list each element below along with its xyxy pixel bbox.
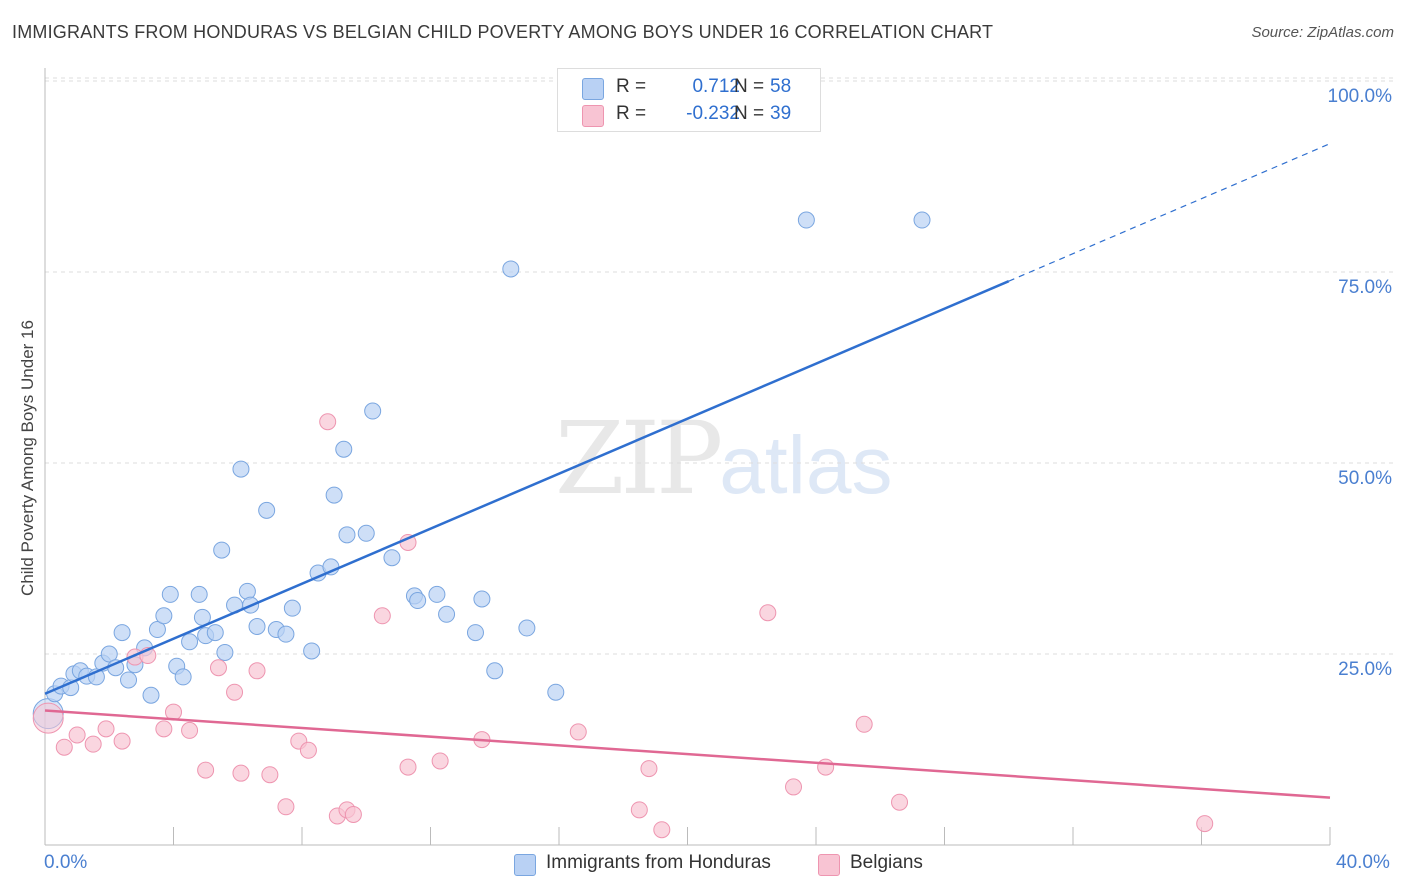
point-honduras [797, 211, 815, 229]
point-honduras [142, 686, 160, 704]
legend-label-belgians: Belgians [850, 852, 923, 873]
point-honduras [216, 643, 234, 661]
point-honduras [148, 621, 166, 639]
point-honduras [466, 624, 484, 642]
point-honduras [913, 211, 931, 229]
point-belgians [277, 798, 295, 816]
point-honduras [232, 460, 250, 478]
point-belgians [319, 413, 337, 431]
point-honduras [258, 501, 276, 519]
point-belgians [1196, 815, 1214, 833]
point-belgians [113, 732, 131, 750]
point-belgians [226, 683, 244, 701]
point-belgians [68, 726, 86, 744]
legend-r-label: R = [616, 103, 647, 124]
legend-n-label: N = [734, 76, 765, 97]
point-honduras [357, 524, 375, 542]
point-honduras [248, 617, 266, 635]
point-belgians [84, 735, 102, 753]
y-axis-label: Child Poverty Among Boys Under 16 [18, 320, 37, 596]
point-honduras [364, 402, 382, 420]
point-belgians [817, 758, 835, 776]
point-belgians [155, 720, 173, 738]
chart-title: IMMIGRANTS FROM HONDURAS VS BELGIAN CHIL… [12, 22, 994, 42]
point-honduras [547, 683, 565, 701]
point-belgians [261, 766, 279, 784]
y-tick-25: 25.0% [1338, 659, 1392, 680]
legend-n-label: N = [734, 103, 765, 124]
point-belgians [373, 607, 391, 625]
legend-n-value-honduras: 58 [770, 76, 792, 97]
point-honduras [120, 671, 138, 689]
legend-swatch-honduras [514, 854, 536, 876]
point-belgians [399, 758, 417, 776]
point-honduras [277, 625, 295, 643]
trend-line-honduras [44, 280, 1010, 695]
correlation-legend: R = 0.712 N = 58 R = -0.232 N = 39 [557, 68, 821, 132]
trend-extension-honduras [1008, 143, 1331, 282]
point-belgians [344, 805, 362, 823]
point-belgians [569, 723, 587, 741]
point-belgians [855, 715, 873, 733]
point-honduras [213, 541, 231, 559]
y-tick-50: 50.0% [1338, 468, 1392, 489]
legend-swatch-honduras [582, 78, 604, 100]
point-honduras [383, 549, 401, 567]
point-honduras [409, 592, 427, 610]
point-honduras [486, 662, 504, 680]
watermark: ZIPatlas [555, 400, 893, 517]
legend-r-label: R = [616, 76, 647, 97]
x-tick-0: 0.0% [44, 852, 88, 873]
point-belgians [181, 721, 199, 739]
point-belgians [197, 761, 215, 779]
trend-line-belgians [44, 709, 1331, 799]
point-belgians [97, 720, 115, 738]
point-honduras [190, 585, 208, 603]
point-belgians [55, 738, 73, 756]
point-honduras [155, 607, 173, 625]
point-honduras [338, 526, 356, 544]
x-tick-40: 40.0% [1336, 852, 1390, 873]
watermark-zip: ZIP [555, 400, 723, 517]
point-belgians [759, 604, 777, 622]
point-belgians [630, 801, 648, 819]
point-belgians [891, 793, 909, 811]
point-honduras [161, 585, 179, 603]
point-honduras [283, 599, 301, 617]
y-tick-75: 75.0% [1338, 277, 1392, 298]
legend-n-value-belgians: 39 [770, 103, 792, 124]
y-tick-100: 100.0% [1327, 86, 1392, 107]
point-belgians [431, 752, 449, 770]
point-honduras [303, 642, 321, 660]
legend-label-honduras: Immigrants from Honduras [546, 852, 771, 873]
point-honduras [428, 585, 446, 603]
point-honduras [335, 440, 353, 458]
point-honduras [502, 260, 520, 278]
point-belgians [209, 659, 227, 677]
point-honduras [518, 619, 536, 637]
point-belgians [232, 764, 250, 782]
point-belgians [299, 741, 317, 759]
point-belgians [653, 821, 671, 839]
point-honduras [438, 605, 456, 623]
point-honduras [100, 645, 118, 663]
point-honduras [174, 668, 192, 686]
source-label: Source: ZipAtlas.com [1251, 24, 1394, 41]
point-honduras [113, 624, 131, 642]
point-honduras [325, 486, 343, 504]
point-honduras [206, 624, 224, 642]
point-belgians [640, 760, 658, 778]
point-honduras [181, 633, 199, 651]
point-belgians [32, 702, 64, 734]
point-honduras [473, 590, 491, 608]
point-belgians [785, 778, 803, 796]
legend-r-value-belgians: -0.232 [686, 103, 740, 124]
legend-swatch-belgians [818, 854, 840, 876]
legend-swatch-belgians [582, 105, 604, 127]
watermark-atlas: atlas [719, 420, 893, 511]
point-belgians [248, 662, 266, 680]
legend-r-value-honduras: 0.712 [692, 76, 740, 97]
